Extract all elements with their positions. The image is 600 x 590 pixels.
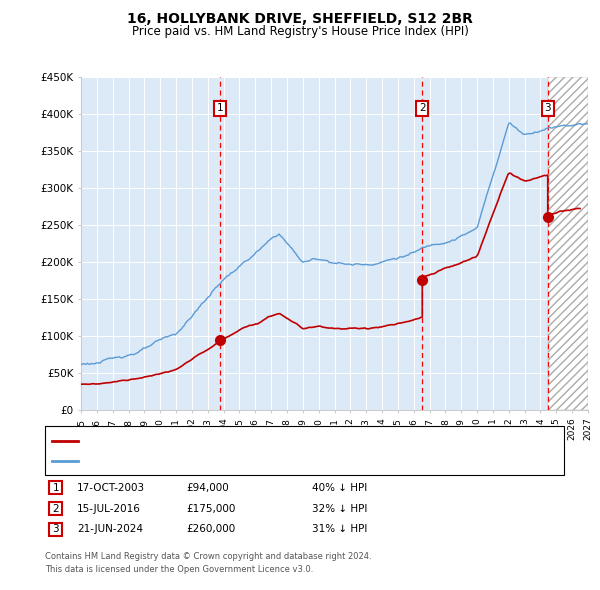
Text: 16, HOLLYBANK DRIVE, SHEFFIELD, S12 2BR (detached house): 16, HOLLYBANK DRIVE, SHEFFIELD, S12 2BR … — [82, 435, 393, 445]
Text: 40% ↓ HPI: 40% ↓ HPI — [312, 483, 367, 493]
Text: 2: 2 — [52, 504, 59, 513]
Text: 3: 3 — [52, 525, 59, 534]
Text: 21-JUN-2024: 21-JUN-2024 — [77, 525, 143, 534]
Text: £175,000: £175,000 — [186, 504, 235, 513]
Text: Contains HM Land Registry data © Crown copyright and database right 2024.: Contains HM Land Registry data © Crown c… — [45, 552, 371, 560]
Text: 15-JUL-2016: 15-JUL-2016 — [77, 504, 140, 513]
Bar — [548, 77, 588, 410]
Text: HPI: Average price, detached house, Sheffield: HPI: Average price, detached house, Shef… — [82, 456, 311, 466]
Text: 1: 1 — [52, 483, 59, 493]
Text: This data is licensed under the Open Government Licence v3.0.: This data is licensed under the Open Gov… — [45, 565, 313, 574]
Text: £260,000: £260,000 — [186, 525, 235, 534]
Text: 3: 3 — [544, 103, 551, 113]
Text: 1: 1 — [217, 103, 224, 113]
Text: 16, HOLLYBANK DRIVE, SHEFFIELD, S12 2BR: 16, HOLLYBANK DRIVE, SHEFFIELD, S12 2BR — [127, 12, 473, 26]
Text: 2: 2 — [419, 103, 425, 113]
Text: 32% ↓ HPI: 32% ↓ HPI — [312, 504, 367, 513]
Text: Price paid vs. HM Land Registry's House Price Index (HPI): Price paid vs. HM Land Registry's House … — [131, 25, 469, 38]
Text: 17-OCT-2003: 17-OCT-2003 — [77, 483, 145, 493]
Text: 31% ↓ HPI: 31% ↓ HPI — [312, 525, 367, 534]
Text: £94,000: £94,000 — [186, 483, 229, 493]
